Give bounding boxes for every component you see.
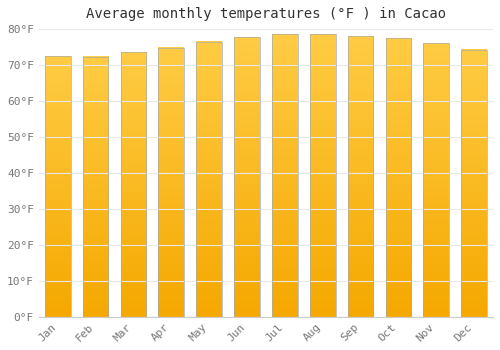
Bar (310, 34, 336, 317)
Bar (424, 43, 449, 317)
Bar (386, 38, 411, 317)
Bar (120, 52, 146, 317)
Bar (45, 56, 70, 317)
Bar (348, 36, 374, 317)
Title: Average monthly temperatures (°F ) in Cacao: Average monthly temperatures (°F ) in Ca… (86, 7, 446, 21)
Bar (234, 37, 260, 317)
Bar (462, 50, 487, 317)
Bar (272, 34, 297, 317)
Bar (82, 57, 108, 317)
Bar (196, 42, 222, 317)
Bar (158, 48, 184, 317)
